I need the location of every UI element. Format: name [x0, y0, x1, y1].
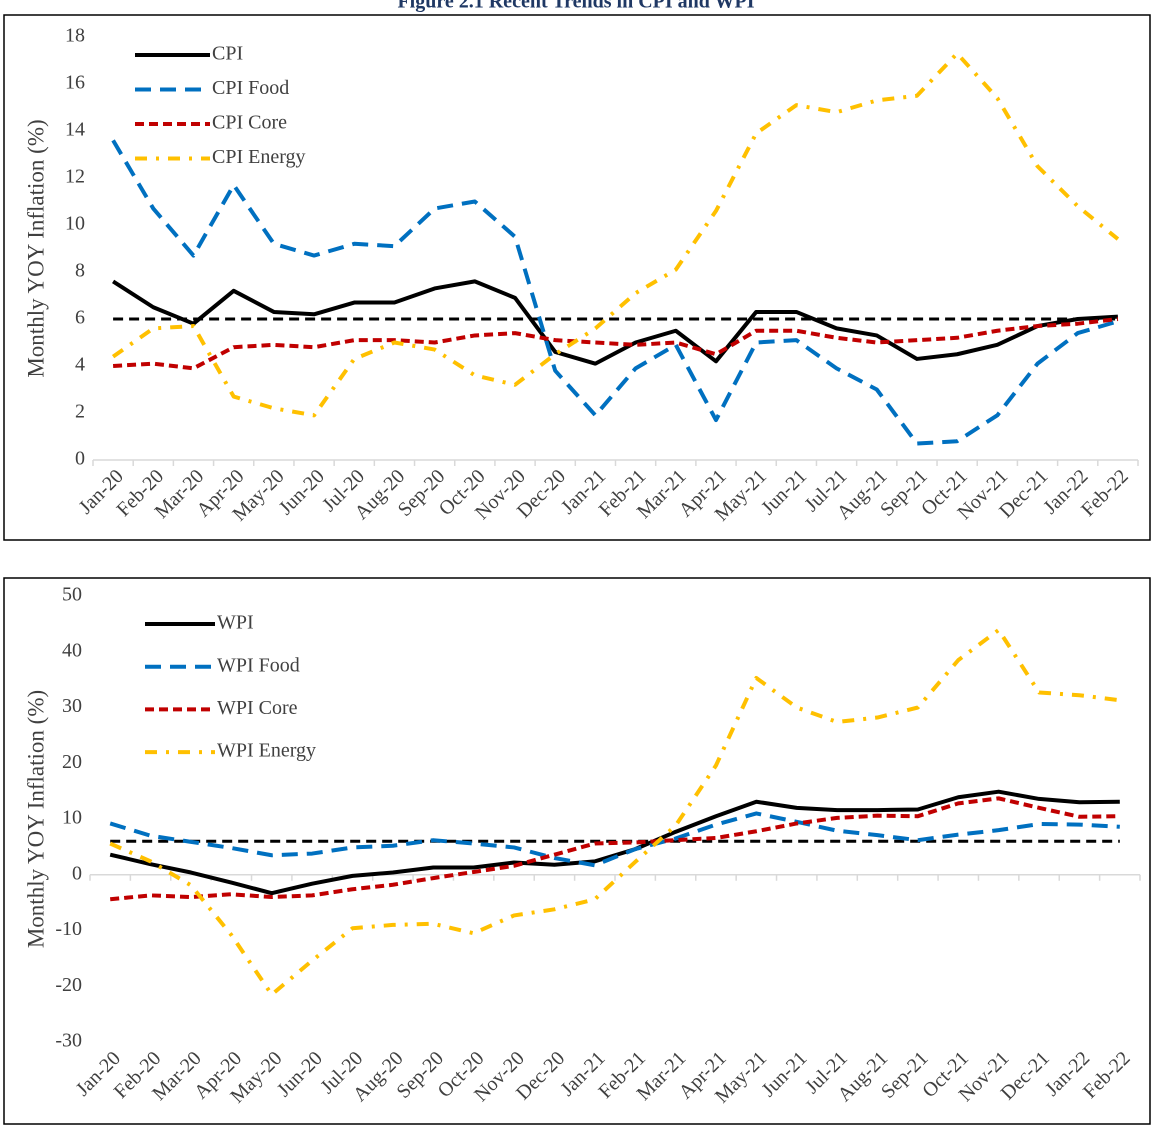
x-tick-label: Jun-20 — [275, 465, 329, 519]
y-tick-label: 16 — [65, 72, 85, 94]
series-line — [109, 628, 1121, 997]
legend-label: CPI — [212, 43, 243, 65]
series-line — [109, 811, 1120, 868]
y-tick-label: 12 — [65, 166, 85, 188]
x-tick-label: Sep-21 — [876, 465, 932, 521]
legend-label: WPI — [217, 612, 254, 634]
chart-border — [3, 577, 1151, 1125]
y-tick-label: 10 — [65, 213, 85, 235]
legend-label: CPI Core — [212, 112, 287, 134]
series-line — [112, 317, 1119, 371]
series-line — [109, 796, 1120, 902]
legend-label: CPI Food — [212, 77, 289, 99]
x-tick-label: Feb-22 — [1077, 465, 1133, 521]
x-tick-label: Jun-20 — [273, 1047, 327, 1101]
y-tick-label: 30 — [62, 695, 82, 717]
legend-label: CPI Energy — [212, 146, 306, 168]
y-tick-label: 2 — [75, 401, 85, 423]
figure-title: Figure 2.1 Recent Trends in CPI and WPI — [397, 0, 754, 13]
y-axis-label: Monthly YOY Inflation (%) — [23, 119, 48, 377]
x-tick-label: Jun-21 — [757, 465, 811, 519]
legend-label: WPI Energy — [217, 740, 316, 762]
y-tick-label: 50 — [62, 584, 82, 606]
y-tick-label: -30 — [55, 1030, 82, 1052]
legend-label: WPI Core — [217, 697, 298, 719]
y-tick-label: -10 — [55, 918, 82, 940]
y-tick-label: 6 — [75, 307, 85, 329]
y-tick-label: 18 — [65, 25, 85, 47]
chart-border — [3, 14, 1151, 541]
y-axis-label: Monthly YOY Inflation (%) — [23, 690, 48, 948]
y-tick-label: 0 — [75, 448, 85, 470]
series-line — [111, 139, 1119, 446]
y-tick-label: -20 — [55, 974, 82, 996]
y-tick-label: 8 — [75, 260, 85, 282]
x-tick-label: Sep-20 — [392, 1047, 448, 1103]
x-tick-label: Feb-22 — [1079, 1047, 1135, 1103]
x-tick-label: Jun-21 — [757, 1047, 811, 1101]
y-tick-label: 10 — [62, 807, 82, 829]
series-line — [111, 51, 1120, 418]
y-tick-label: 20 — [62, 751, 82, 773]
y-tick-label: 0 — [72, 862, 82, 884]
y-tick-label: 14 — [65, 119, 85, 141]
x-tick-label: Sep-20 — [394, 465, 450, 521]
y-tick-label: 4 — [75, 354, 85, 376]
y-tick-label: 40 — [62, 639, 82, 661]
legend-label: WPI Food — [217, 654, 300, 676]
x-tick-label: Sep-21 — [877, 1047, 933, 1103]
series-line — [112, 279, 1119, 366]
